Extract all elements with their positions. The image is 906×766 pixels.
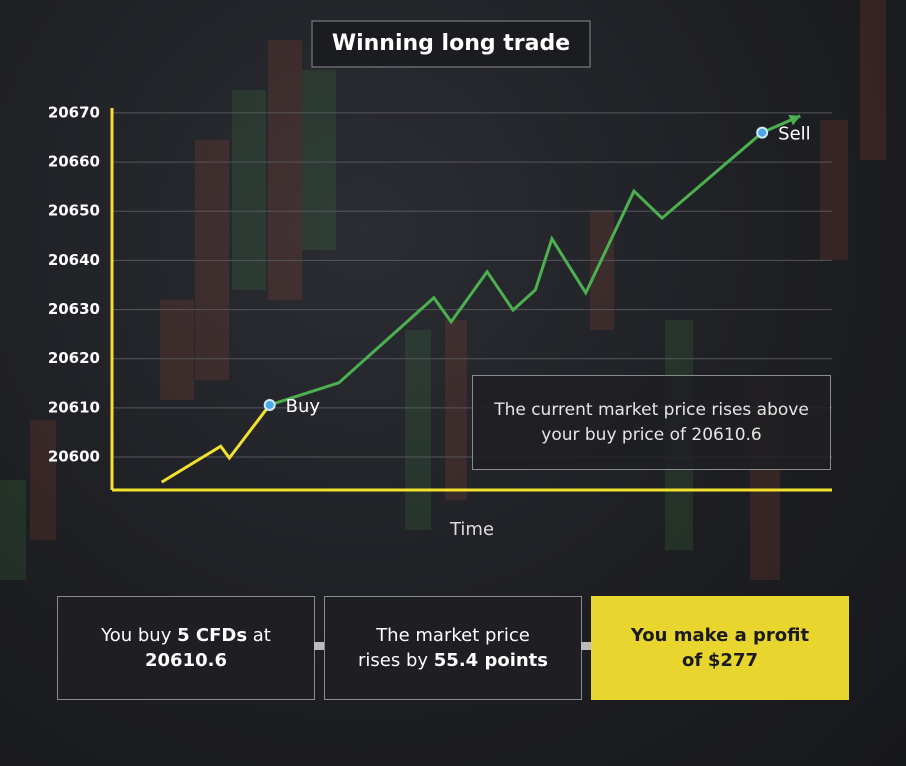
y-tick-label: 20600 xyxy=(48,448,100,466)
y-tick-label: 20620 xyxy=(48,349,100,367)
step-box: The market price rises by 55.4 points xyxy=(324,596,582,700)
buy-point-label: Buy xyxy=(286,396,321,417)
step-text: You buy 5 CFDs at 20610.6 xyxy=(88,623,284,673)
background-candles xyxy=(0,0,886,580)
step-text-part: The market price rises by xyxy=(358,625,530,671)
step-text-bold: 55.4 points xyxy=(433,650,548,671)
title-box xyxy=(311,20,591,68)
step-text-bold: 5 CFDs xyxy=(177,625,248,646)
y-tick-label: 20670 xyxy=(48,103,100,121)
y-tick-label: 20660 xyxy=(48,153,100,171)
y-tick-label: 20610 xyxy=(48,398,100,416)
sell-point-label: Sell xyxy=(778,124,811,145)
connector xyxy=(314,642,324,650)
buy-point xyxy=(263,398,276,411)
step-text: You make a profit of $277 xyxy=(622,623,818,673)
connector xyxy=(581,642,591,650)
step-box: You buy 5 CFDs at 20610.6 xyxy=(57,596,315,700)
step-text-bold: You make a profit of xyxy=(630,625,810,671)
arrow-head xyxy=(788,114,801,126)
callout: The current market price rises above you… xyxy=(472,375,831,470)
step-text-part: at xyxy=(252,625,271,646)
step-text-bold: $277 xyxy=(707,650,759,671)
step-box: You make a profit of $277 xyxy=(591,596,849,700)
y-tick-label: 20640 xyxy=(48,251,100,269)
line xyxy=(160,404,271,484)
step-text-part: You buy xyxy=(101,625,172,646)
sell-point xyxy=(756,126,769,139)
chart-title: Winning long trade xyxy=(332,31,570,56)
x-axis-label: Time xyxy=(449,519,494,540)
y-tick-label: 20650 xyxy=(48,202,100,220)
line xyxy=(269,114,801,407)
y-tick-label: 20630 xyxy=(48,300,100,318)
step-text-bold: 20610.6 xyxy=(145,650,227,671)
callout-text: The current market price rises above you… xyxy=(494,399,809,445)
step-text: The market price rises by 55.4 points xyxy=(355,623,551,673)
